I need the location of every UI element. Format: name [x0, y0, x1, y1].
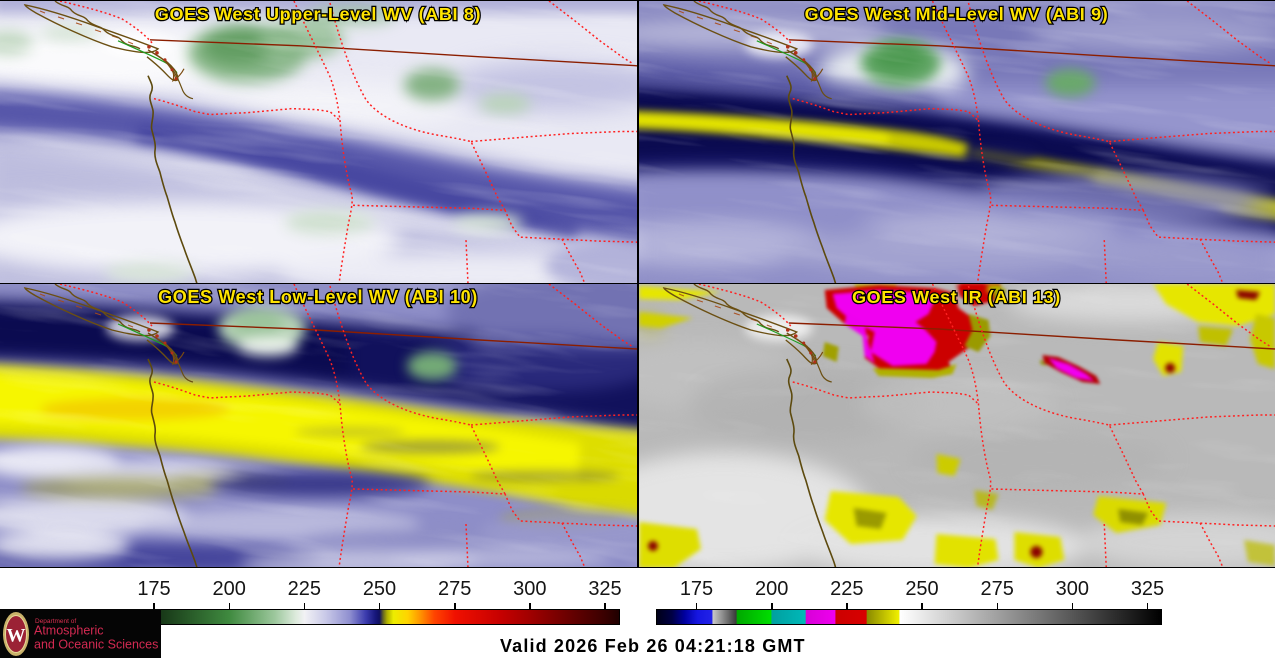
svg-text:Department of: Department of [35, 618, 76, 625]
svg-text:Atmospheric: Atmospheric [34, 624, 103, 638]
svg-text:W: W [7, 626, 26, 647]
svg-text:GOES West Low-Level WV (ABI 10: GOES West Low-Level WV (ABI 10) [158, 287, 478, 307]
svg-text:GOES West IR (ABI 13): GOES West IR (ABI 13) [852, 287, 1061, 307]
svg-text:GOES West Mid-Level WV (ABI 9): GOES West Mid-Level WV (ABI 9) [805, 4, 1109, 24]
svg-text:and Oceanic Sciences: and Oceanic Sciences [34, 638, 158, 652]
svg-text:GOES West Upper-Level WV (ABI: GOES West Upper-Level WV (ABI 8) [155, 4, 481, 24]
